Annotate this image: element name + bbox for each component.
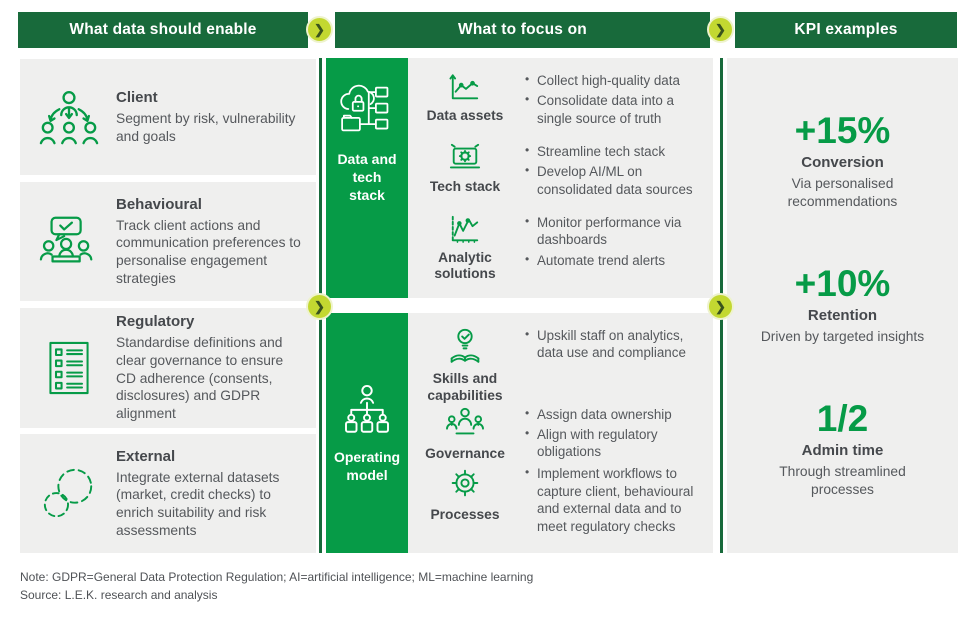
focus-row-processes: Processes Implement workflows to capture… (412, 464, 707, 538)
client-hierarchy-icon (36, 88, 102, 146)
left-item-text: External Integrate external datasets (ma… (116, 448, 308, 540)
bullet: Streamline tech stack (522, 143, 705, 160)
kpi-label: Conversion (801, 154, 884, 172)
kpi-conversion: +15% Conversion Via personalised recomme… (753, 110, 933, 211)
checklist-document-icon (36, 339, 102, 397)
data-cloud-icon (335, 80, 399, 138)
governance-people-icon (444, 405, 486, 441)
chevron-right-icon: ❯ (306, 293, 333, 320)
bullet: Align with regulatory obligations (522, 426, 705, 461)
kpi-desc: Driven by targeted insights (760, 328, 925, 344)
focus-band-operating-model: Operating model (326, 313, 408, 553)
column-header-kpi-examples: KPI examples (735, 12, 957, 48)
focus-row-label: Tech stack (429, 178, 501, 194)
column-header-what-to-focus-on: What to focus on (335, 12, 710, 48)
left-item-behavioural: Behavioural Track client actions and com… (20, 182, 316, 301)
focus-row-labelcol: Analytic solutions (412, 213, 518, 283)
kpi-value: +15% (794, 110, 891, 152)
lightbulb-book-icon (444, 326, 486, 366)
focus-row-labelcol: Skills and capabilities (412, 326, 518, 404)
meeting-discussion-icon (36, 215, 102, 269)
left-item-client: Client Segment by risk, vulnerability an… (20, 59, 316, 175)
bullet: Implement workflows to capture client, b… (522, 465, 705, 535)
focus-row-label: Data assets (426, 108, 504, 123)
bullet: Upskill staff on analytics, data use and… (522, 327, 705, 362)
org-chart-icon (339, 382, 395, 436)
focus-row-bullets: Assign data ownership Align with regulat… (518, 405, 707, 464)
bullet: Develop AI/ML on consolidated data sourc… (522, 163, 705, 198)
kpi-label: Admin time (801, 441, 884, 459)
source-line: Source: L.E.K. research and analysis (20, 588, 218, 602)
left-item-text: Client Segment by risk, vulnerability an… (116, 89, 308, 145)
left-item-desc: Segment by risk, vulnerability and goals (116, 110, 296, 144)
focus-row-data-assets: Data assets Collect high-quality data Co… (412, 71, 707, 130)
focus-row-bullets: Collect high-quality data Consolidate da… (518, 71, 707, 130)
kpi-desc: Through streamlined processes (779, 463, 906, 497)
focus-band-data-and-tech-stack: Data and tech stack (326, 58, 408, 298)
footnote: Note: GDPR=General Data Protection Regul… (20, 570, 534, 584)
focus-row-label: Analytic solutions (434, 249, 496, 282)
focus-band-label: Operating model (333, 448, 401, 483)
focus-row-label: Skills and capabilities (427, 371, 503, 403)
left-item-title: Regulatory (116, 313, 195, 331)
left-item-external: External Integrate external datasets (ma… (20, 434, 316, 553)
laptop-gear-icon (446, 142, 484, 174)
left-item-title: Client (116, 88, 158, 106)
focus-row-bullets: Upskill staff on analytics, data use and… (518, 326, 707, 365)
focus-row-labelcol: Processes (412, 464, 518, 524)
column-header-what-data-should-enable: What data should enable (18, 12, 308, 48)
chevron-right-icon: ❯ (707, 293, 734, 320)
left-item-desc: Integrate external datasets (market, cre… (116, 469, 280, 538)
left-item-title: Behavioural (116, 195, 202, 213)
kpi-retention: +10% Retention Driven by targeted insigh… (753, 263, 933, 346)
focus-row-bullets: Monitor performance via dashboards Autom… (518, 213, 707, 272)
bullet: Collect high-quality data (522, 72, 705, 89)
kpi-desc: Via personalised recommendations (787, 176, 898, 209)
left-item-desc: Standardise definitions and clear govern… (116, 335, 284, 421)
left-item-text: Regulatory Standardise definitions and c… (116, 313, 308, 422)
focus-row-bullets: Implement workflows to capture client, b… (518, 464, 707, 538)
line-chart-icon (446, 71, 484, 103)
kpi-admin-time: 1/2 Admin time Through streamlined proce… (753, 398, 933, 499)
focus-detail-operating-model: Skills and capabilities Upskill staff on… (408, 313, 713, 553)
focus-row-label: Governance (425, 445, 505, 461)
focus-band-label: Data and tech stack (337, 151, 397, 204)
focus-row-labelcol: Tech stack (412, 142, 518, 196)
overlapping-circles-icon (36, 465, 102, 523)
trend-chart-icon (446, 213, 484, 245)
bullet: Monitor performance via dashboards (522, 214, 705, 249)
focus-row-governance: Governance Assign data ownership Align w… (412, 405, 707, 464)
left-item-regulatory: Regulatory Standardise definitions and c… (20, 308, 316, 428)
kpi-panel: +15% Conversion Via personalised recomme… (727, 58, 958, 553)
focus-row-tech-stack: Tech stack Streamline tech stack Develop… (412, 142, 707, 201)
focus-row-labelcol: Governance (412, 405, 518, 463)
bullet: Consolidate data into a single source of… (522, 92, 705, 127)
left-item-title: External (116, 447, 176, 465)
kpi-label: Retention (807, 306, 878, 324)
focus-row-bullets: Streamline tech stack Develop AI/ML on c… (518, 142, 707, 201)
left-item-desc: Track client actions and communication p… (116, 217, 301, 286)
focus-detail-data-and-tech: Data assets Collect high-quality data Co… (408, 58, 713, 298)
focus-row-skills: Skills and capabilities Upskill staff on… (412, 326, 707, 404)
focus-row-labelcol: Data assets (412, 71, 518, 125)
gear-icon (446, 464, 484, 502)
bullet: Assign data ownership (522, 406, 705, 423)
focus-row-analytic-solutions: Analytic solutions Monitor performance v… (412, 213, 707, 283)
left-item-text: Behavioural Track client actions and com… (116, 196, 308, 288)
kpi-value: 1/2 (816, 398, 869, 440)
chevron-right-icon: ❯ (707, 16, 734, 43)
kpi-value: +10% (794, 263, 891, 305)
bullet: Automate trend alerts (522, 252, 705, 269)
chevron-right-icon: ❯ (306, 16, 333, 43)
focus-row-label: Processes (430, 507, 500, 523)
